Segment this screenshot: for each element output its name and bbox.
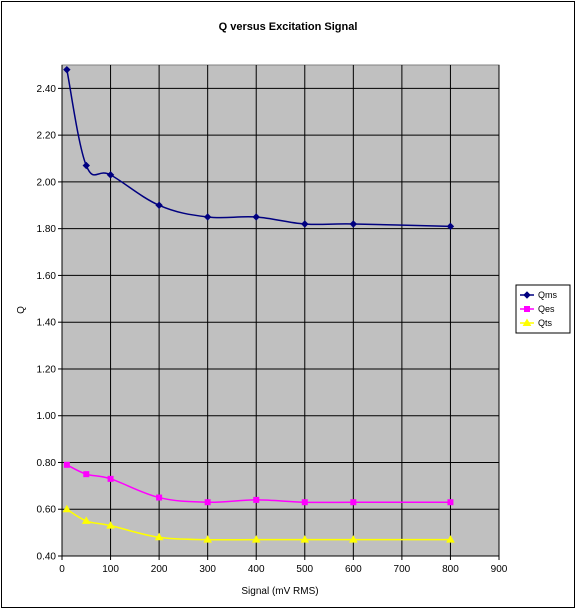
data-point-qts [154,532,164,541]
x-tick-label: 400 [248,564,265,575]
data-point-qms [203,213,212,221]
data-point-qts [348,535,358,543]
x-axis-title: Signal (mV RMS) [241,586,318,597]
data-point-qts [106,521,115,529]
data-point-qms [252,213,260,221]
y-tick-label: 1.40 [37,318,57,329]
data-point-qms [301,220,309,228]
data-point-qms [82,161,90,170]
data-point-qes [156,494,163,501]
x-tick-label: 300 [199,564,216,575]
x-tick-label: 500 [296,564,313,575]
x-tick-label: 600 [345,564,362,575]
data-point-qes [204,499,211,506]
data-point-qms [106,171,115,179]
data-point-qes [253,496,260,503]
data-point-qms [155,201,163,209]
x-tick-label: 800 [442,564,459,575]
y-tick-label: 2.20 [37,131,57,142]
data-point-qes [63,461,70,468]
y-tick-label: 2.40 [37,84,57,95]
data-point-qts [81,516,91,524]
x-tick-label: 700 [394,564,411,575]
y-tick-label: 1.60 [37,271,57,282]
y-tick-label: 1.80 [37,224,57,235]
data-point-qes [83,471,90,478]
y-tick-label: 0.40 [37,552,57,563]
x-tick-label: 200 [151,564,168,575]
y-tick-label: 1.00 [37,411,57,422]
legend-swatch-marker [524,306,530,312]
data-point-qms [446,222,455,231]
chart-title: Q versus Excitation Signal [219,21,358,33]
data-point-qes [447,499,454,506]
data-point-qms [63,65,71,74]
x-tick-label: 900 [491,564,508,575]
x-tick-label: 100 [102,564,119,575]
y-tick-label: 1.20 [37,364,57,375]
data-point-qes [301,499,308,506]
legend-swatch-marker [522,318,532,326]
legend-label: Qms [538,290,557,300]
x-tick-label: 0 [59,564,65,575]
data-point-qts [62,504,72,513]
y-tick-label: 0.60 [37,505,57,516]
plot-background [61,64,500,557]
data-point-qts [251,535,261,543]
data-point-qms [349,220,358,228]
y-tick-label: 0.80 [37,458,57,469]
data-point-qts [203,535,213,543]
legend-label: Qes [538,304,555,314]
data-point-qts [446,535,455,543]
data-point-qes [107,475,114,482]
y-tick-label: 2.00 [37,177,57,188]
legend-swatch-marker [523,291,531,299]
legend: Qms Qes Qts [515,284,571,334]
plot-area: 0.40 0.60 0.80 1.00 1.20 1.40 1.60 1.80 2.00 2.20… [37,64,508,575]
data-point-qes [350,499,357,506]
y-axis-title: Q [16,306,27,314]
legend-label: Qts [538,318,553,328]
data-point-qts [300,535,310,543]
